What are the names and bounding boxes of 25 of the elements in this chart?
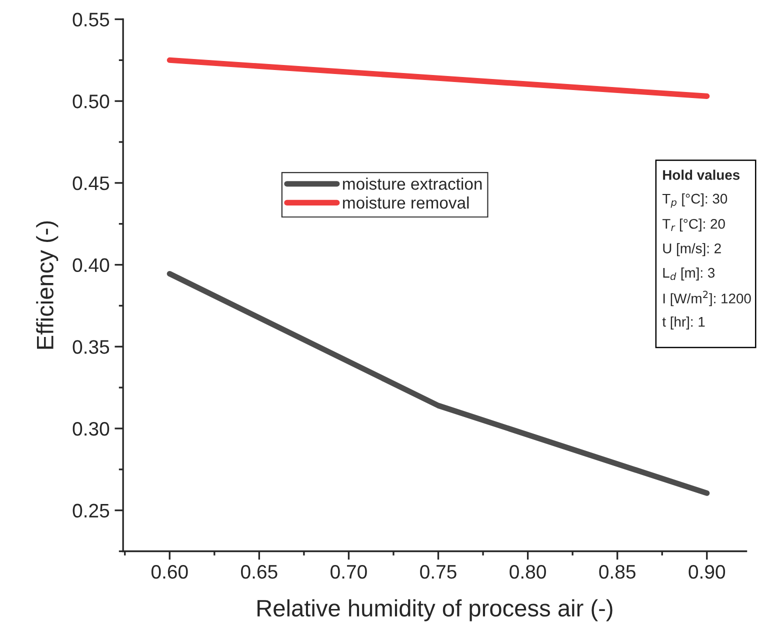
x-tick-label: 0.80	[510, 564, 546, 579]
y-tick-label: 0.25	[72, 504, 110, 518]
x-tick-label: 0.70	[330, 564, 367, 579]
annotation: t [hr]: 1	[662, 316, 705, 330]
y-axis-title: Efficiency (-)	[36, 221, 58, 349]
y-tick-label: 0.45	[72, 176, 110, 190]
annotation: L$_{d}$ [m]: 3	[663, 268, 715, 280]
annotation: T$_{p}$ [°C]: 30	[662, 193, 728, 208]
x-tick-label: 0.65	[241, 564, 278, 579]
legend-label: moisture extraction	[343, 178, 482, 190]
annotation: I [W/m$^{2}$]: 1200	[663, 290, 751, 306]
x-tick-label: 0.90	[688, 564, 726, 579]
x-tick-label: 0.85	[599, 564, 636, 579]
y-tick-label: 0.40	[72, 258, 110, 272]
annotation: Hold values	[663, 170, 740, 180]
y-tick-label: 0.50	[72, 94, 110, 108]
x-axis-title: Relative humidity of process air (-)	[258, 599, 612, 622]
annotation: U [m/s]: 2	[663, 243, 721, 256]
x-tick-label: 0.60	[151, 564, 188, 579]
y-tick-label: 0.35	[72, 340, 110, 354]
annotation: T$_{r}$ [°C]: 20	[662, 218, 725, 232]
y-tick-label: 0.30	[72, 422, 110, 436]
x-tick-label: 0.75	[420, 564, 456, 579]
legend-label: moisture removal	[343, 196, 469, 209]
y-tick-label: 0.55	[72, 12, 110, 26]
